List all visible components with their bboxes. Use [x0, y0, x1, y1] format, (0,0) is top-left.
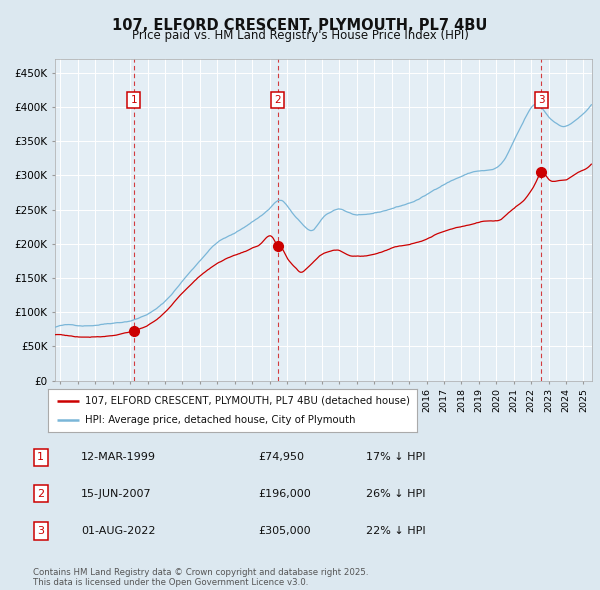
Text: 26% ↓ HPI: 26% ↓ HPI: [366, 489, 425, 499]
Text: 01-AUG-2022: 01-AUG-2022: [81, 526, 155, 536]
Text: 3: 3: [37, 526, 44, 536]
Text: Price paid vs. HM Land Registry's House Price Index (HPI): Price paid vs. HM Land Registry's House …: [131, 29, 469, 42]
Text: £305,000: £305,000: [258, 526, 311, 536]
Text: Contains HM Land Registry data © Crown copyright and database right 2025.
This d: Contains HM Land Registry data © Crown c…: [33, 568, 368, 587]
Text: 2: 2: [274, 95, 281, 105]
Text: 107, ELFORD CRESCENT, PLYMOUTH, PL7 4BU: 107, ELFORD CRESCENT, PLYMOUTH, PL7 4BU: [112, 18, 488, 33]
Text: 1: 1: [37, 453, 44, 462]
Text: 1: 1: [130, 95, 137, 105]
Text: 15-JUN-2007: 15-JUN-2007: [81, 489, 152, 499]
Text: HPI: Average price, detached house, City of Plymouth: HPI: Average price, detached house, City…: [85, 415, 355, 425]
Text: 22% ↓ HPI: 22% ↓ HPI: [366, 526, 425, 536]
Text: £74,950: £74,950: [258, 453, 304, 462]
Text: £196,000: £196,000: [258, 489, 311, 499]
Text: 2: 2: [37, 489, 44, 499]
Text: 107, ELFORD CRESCENT, PLYMOUTH, PL7 4BU (detached house): 107, ELFORD CRESCENT, PLYMOUTH, PL7 4BU …: [85, 396, 410, 406]
Text: 17% ↓ HPI: 17% ↓ HPI: [366, 453, 425, 462]
Text: 12-MAR-1999: 12-MAR-1999: [81, 453, 156, 462]
Text: 3: 3: [538, 95, 545, 105]
